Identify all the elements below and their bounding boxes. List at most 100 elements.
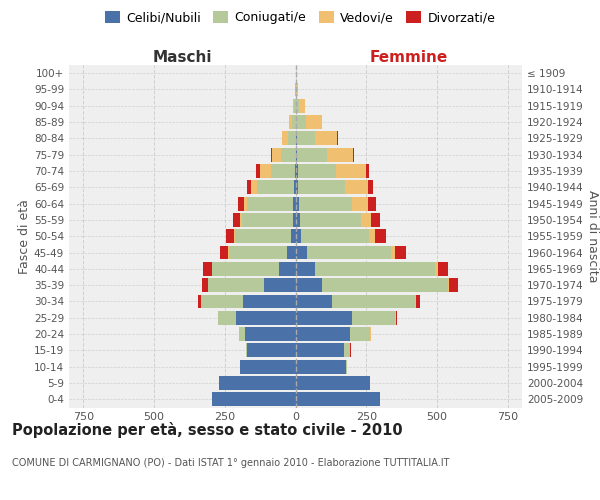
- Bar: [239, 327, 245, 341]
- Bar: [299, 196, 352, 210]
- Bar: [437, 262, 448, 276]
- Bar: [296, 213, 300, 227]
- Bar: [260, 164, 271, 178]
- Bar: [396, 311, 397, 324]
- Bar: [448, 278, 449, 292]
- Bar: [234, 230, 235, 243]
- Bar: [271, 148, 272, 162]
- Bar: [295, 164, 296, 178]
- Bar: [299, 99, 305, 112]
- Bar: [337, 132, 338, 145]
- Bar: [220, 246, 229, 260]
- Bar: [336, 164, 366, 178]
- Bar: [345, 180, 368, 194]
- Bar: [300, 213, 361, 227]
- Bar: [202, 278, 208, 292]
- Bar: [350, 327, 370, 341]
- Bar: [242, 213, 293, 227]
- Bar: [226, 230, 234, 243]
- Bar: [332, 294, 415, 308]
- Bar: [296, 82, 298, 96]
- Bar: [296, 376, 370, 390]
- Bar: [292, 115, 296, 129]
- Bar: [322, 278, 448, 292]
- Bar: [371, 213, 380, 227]
- Bar: [287, 246, 296, 260]
- Bar: [212, 262, 278, 276]
- Bar: [282, 132, 289, 145]
- Bar: [256, 164, 260, 178]
- Text: Popolazione per età, sesso e stato civile - 2010: Popolazione per età, sesso e stato civil…: [12, 422, 403, 438]
- Bar: [219, 376, 296, 390]
- Bar: [368, 196, 376, 210]
- Bar: [296, 327, 350, 341]
- Bar: [346, 360, 347, 374]
- Bar: [200, 294, 243, 308]
- Bar: [293, 213, 296, 227]
- Y-axis label: Anni di nascita: Anni di nascita: [586, 190, 599, 282]
- Bar: [344, 344, 350, 357]
- Bar: [296, 262, 315, 276]
- Bar: [245, 327, 296, 341]
- Bar: [366, 164, 369, 178]
- Bar: [298, 164, 336, 178]
- Bar: [326, 148, 353, 162]
- Bar: [251, 180, 257, 194]
- Bar: [296, 132, 297, 145]
- Bar: [296, 99, 299, 112]
- Bar: [296, 148, 297, 162]
- Bar: [244, 196, 247, 210]
- Bar: [297, 148, 326, 162]
- Legend: Celibi/Nubili, Coniugati/e, Vedovi/e, Divorzati/e: Celibi/Nubili, Coniugati/e, Vedovi/e, Di…: [100, 6, 500, 29]
- Bar: [391, 246, 395, 260]
- Bar: [293, 196, 296, 210]
- Bar: [198, 294, 200, 308]
- Bar: [236, 311, 296, 324]
- Bar: [315, 262, 435, 276]
- Bar: [296, 311, 352, 324]
- Bar: [416, 294, 420, 308]
- Bar: [368, 180, 373, 194]
- Bar: [293, 99, 295, 112]
- Bar: [307, 246, 391, 260]
- Bar: [240, 360, 296, 374]
- Bar: [271, 164, 295, 178]
- Bar: [233, 213, 240, 227]
- Bar: [272, 148, 281, 162]
- Bar: [208, 278, 265, 292]
- Bar: [306, 115, 322, 129]
- Text: Maschi: Maschi: [152, 50, 212, 65]
- Bar: [296, 246, 307, 260]
- Bar: [243, 294, 296, 308]
- Bar: [296, 344, 344, 357]
- Bar: [352, 196, 368, 210]
- Bar: [301, 230, 369, 243]
- Bar: [296, 196, 299, 210]
- Bar: [295, 99, 296, 112]
- Bar: [246, 344, 247, 357]
- Bar: [353, 148, 354, 162]
- Bar: [278, 262, 296, 276]
- Bar: [203, 262, 212, 276]
- Bar: [296, 115, 306, 129]
- Y-axis label: Fasce di età: Fasce di età: [18, 199, 31, 274]
- Bar: [247, 344, 296, 357]
- Bar: [435, 262, 437, 276]
- Text: Femmine: Femmine: [370, 50, 448, 65]
- Bar: [296, 164, 298, 178]
- Bar: [281, 148, 296, 162]
- Bar: [291, 230, 296, 243]
- Bar: [296, 360, 346, 374]
- Bar: [369, 230, 376, 243]
- Bar: [296, 392, 380, 406]
- Bar: [395, 246, 406, 260]
- Bar: [240, 213, 242, 227]
- Bar: [296, 294, 332, 308]
- Text: COMUNE DI CARMIGNANO (PO) - Dati ISTAT 1° gennaio 2010 - Elaborazione TUTTITALIA: COMUNE DI CARMIGNANO (PO) - Dati ISTAT 1…: [12, 458, 449, 468]
- Bar: [316, 132, 337, 145]
- Bar: [238, 196, 244, 210]
- Bar: [212, 392, 296, 406]
- Bar: [296, 180, 298, 194]
- Bar: [449, 278, 458, 292]
- Bar: [235, 230, 291, 243]
